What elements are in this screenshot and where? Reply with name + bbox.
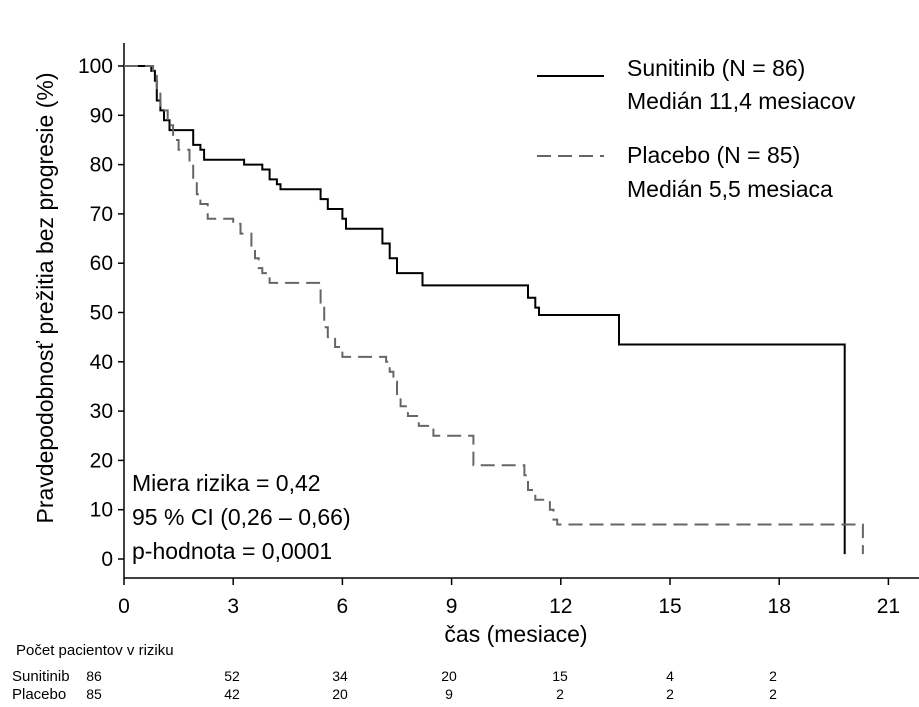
risk-count: 2 bbox=[556, 686, 564, 702]
y-tick-label: 70 bbox=[90, 203, 113, 226]
y-tick-label: 20 bbox=[90, 449, 113, 472]
confidence-interval-text: 95 % CI (0,26 – 0,66) bbox=[132, 504, 351, 530]
risk-table: Počet pacientov v riziku Sunitinib Place… bbox=[12, 642, 777, 703]
risk-count: 20 bbox=[441, 668, 457, 684]
x-tick-label: 21 bbox=[877, 595, 900, 618]
y-tick-label: 50 bbox=[90, 302, 113, 325]
risk-count: 52 bbox=[224, 668, 240, 684]
x-ticks: 0 3 6 9 12 15 18 21 bbox=[118, 578, 900, 618]
y-tick-label: 100 bbox=[78, 55, 113, 78]
x-tick-label: 3 bbox=[227, 595, 239, 618]
legend-label-placebo: Placebo (N = 85) bbox=[627, 142, 800, 168]
x-tick-label: 15 bbox=[658, 595, 681, 618]
x-tick-label: 12 bbox=[549, 595, 572, 618]
risk-count: 2 bbox=[769, 668, 777, 684]
x-tick-label: 18 bbox=[768, 595, 791, 618]
x-tick-label: 6 bbox=[337, 595, 349, 618]
risk-count: 86 bbox=[86, 668, 102, 684]
statistics-annotation: Miera rizika = 0,42 95 % CI (0,26 – 0,66… bbox=[132, 470, 351, 564]
x-tick-label: 0 bbox=[118, 595, 130, 618]
legend-median-sunitinib: Medián 11,4 mesiacov bbox=[627, 88, 856, 114]
risk-count: 34 bbox=[332, 668, 348, 684]
legend-label-sunitinib: Sunitinib (N = 86) bbox=[627, 55, 805, 81]
y-tick-label: 40 bbox=[90, 351, 113, 374]
risk-count: 15 bbox=[552, 668, 568, 684]
risk-row-label-placebo: Placebo bbox=[12, 686, 66, 703]
risk-count: 20 bbox=[332, 686, 348, 702]
risk-table-title: Počet pacientov v riziku bbox=[16, 642, 174, 659]
legend: Sunitinib (N = 86) Medián 11,4 mesiacov … bbox=[537, 55, 856, 202]
risk-counts: 86 52 34 20 15 4 285 42 20 9 2 2 2 bbox=[86, 668, 777, 702]
risk-count: 2 bbox=[769, 686, 777, 702]
y-axis-title: Pravdepodobnosť prežitia bez progresie (… bbox=[32, 73, 58, 524]
risk-count: 42 bbox=[224, 686, 240, 702]
y-tick-label: 10 bbox=[90, 499, 113, 522]
axes bbox=[123, 43, 919, 579]
y-tick-label: 90 bbox=[90, 104, 113, 127]
risk-count: 9 bbox=[445, 686, 453, 702]
y-tick-label: 60 bbox=[90, 252, 113, 275]
legend-median-placebo: Medián 5,5 mesiaca bbox=[627, 176, 833, 202]
risk-count: 85 bbox=[86, 686, 102, 702]
y-tick-label: 30 bbox=[90, 400, 113, 423]
y-ticks: 0 10 20 30 40 50 60 70 80 90 100 bbox=[78, 55, 124, 571]
p-value-text: p-hodnota = 0,0001 bbox=[132, 538, 332, 564]
risk-row-label-sunitinib: Sunitinib bbox=[12, 668, 70, 685]
series-line-placebo bbox=[124, 65, 864, 555]
x-tick-label: 9 bbox=[446, 595, 458, 618]
hazard-ratio-text: Miera rizika = 0,42 bbox=[132, 470, 321, 496]
y-tick-label: 80 bbox=[90, 154, 113, 177]
curves bbox=[124, 65, 864, 555]
y-tick-label: 0 bbox=[101, 548, 113, 571]
x-axis-title: čas (mesiace) bbox=[444, 621, 587, 647]
risk-count: 2 bbox=[666, 686, 674, 702]
risk-count: 4 bbox=[666, 668, 674, 684]
